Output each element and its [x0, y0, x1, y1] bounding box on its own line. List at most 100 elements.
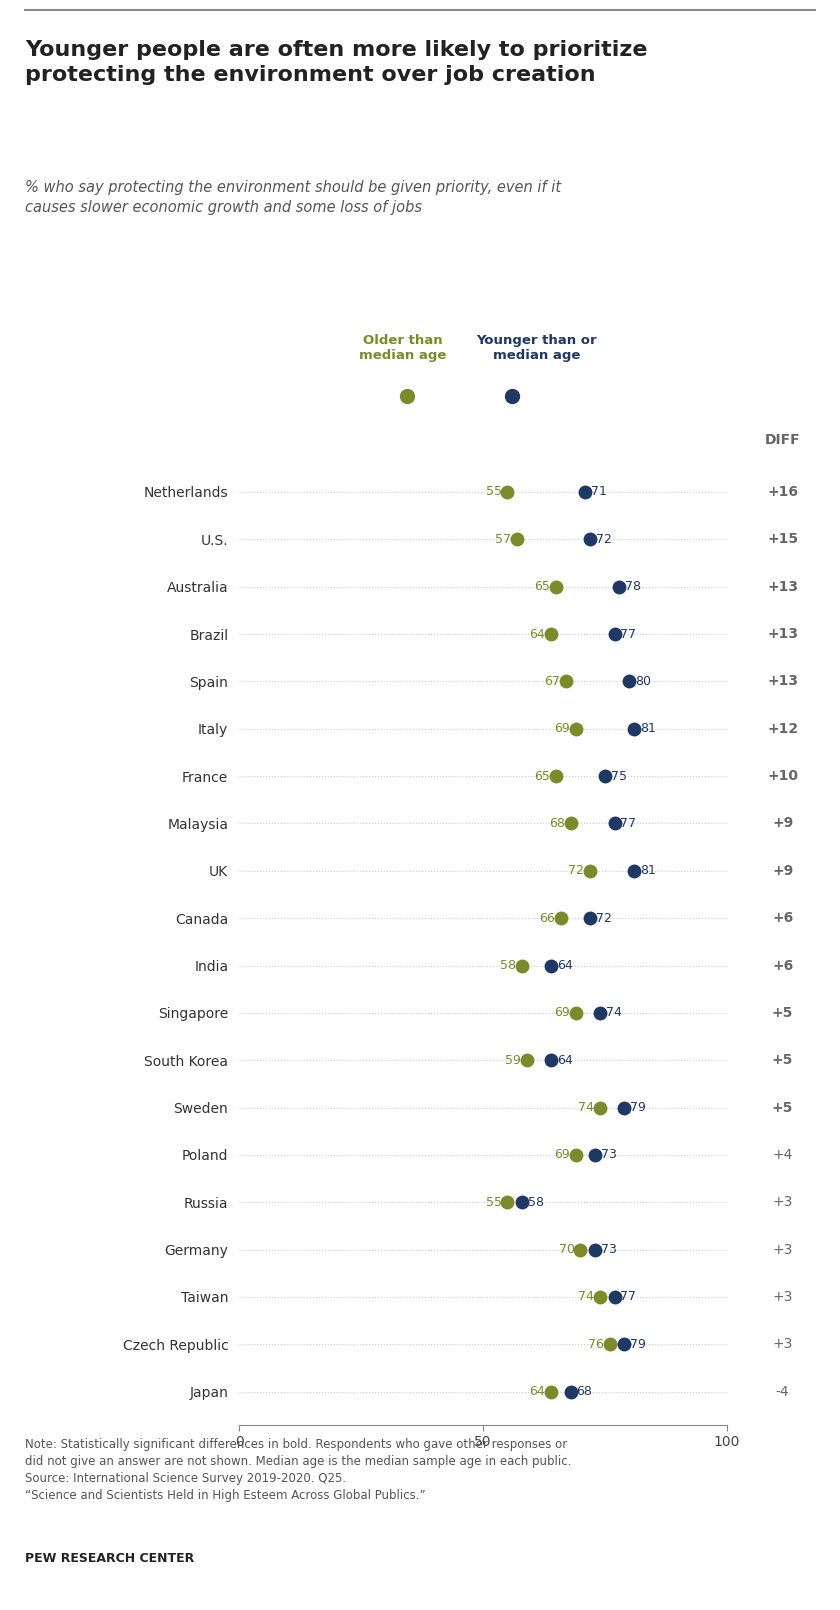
Point: [515, 953, 528, 979]
Text: 59: 59: [505, 1053, 521, 1067]
Text: 55: 55: [486, 1196, 501, 1209]
Point: [554, 905, 568, 931]
Text: +16: +16: [767, 485, 798, 499]
Point: [501, 480, 514, 506]
Text: 64: 64: [529, 1385, 545, 1397]
Text: +3: +3: [773, 1338, 793, 1351]
Text: 77: 77: [621, 628, 637, 641]
Text: 77: 77: [621, 1291, 637, 1304]
Point: [579, 480, 592, 506]
Text: Older than
median age: Older than median age: [359, 335, 446, 362]
Text: 73: 73: [601, 1243, 617, 1256]
Point: [559, 668, 573, 694]
Text: 74: 74: [578, 1101, 594, 1114]
Text: 64: 64: [557, 1053, 573, 1067]
Text: 64: 64: [529, 628, 545, 641]
Point: [593, 1285, 606, 1311]
Point: [584, 526, 597, 552]
Point: [627, 716, 641, 742]
Text: 57: 57: [496, 533, 512, 546]
Text: 74: 74: [606, 1006, 622, 1019]
Text: Note: Statistically significant differences in bold. Respondents who gave other : Note: Statistically significant differen…: [25, 1438, 571, 1502]
Point: [617, 1095, 631, 1121]
Text: 76: 76: [588, 1338, 604, 1351]
Text: % who say protecting the environment should be given priority, even if it
causes: % who say protecting the environment sho…: [25, 180, 561, 216]
Point: [520, 1048, 533, 1074]
Text: +9: +9: [772, 816, 793, 831]
Text: DIFF: DIFF: [764, 433, 801, 448]
Point: [593, 1095, 606, 1121]
Point: [511, 526, 524, 552]
Text: 72: 72: [596, 911, 612, 924]
Text: +6: +6: [772, 911, 793, 926]
Text: 67: 67: [544, 675, 560, 687]
Text: 81: 81: [640, 723, 656, 736]
Point: [627, 858, 641, 884]
Point: [544, 1378, 558, 1404]
Point: [569, 716, 582, 742]
Text: +6: +6: [772, 958, 793, 972]
Text: 65: 65: [534, 580, 550, 592]
Text: 64: 64: [557, 960, 573, 972]
Point: [515, 1190, 528, 1216]
Text: +10: +10: [767, 770, 798, 782]
Text: 80: 80: [635, 675, 651, 687]
Text: Younger people are often more likely to prioritize
protecting the environment ov: Younger people are often more likely to …: [25, 40, 648, 85]
Point: [603, 1331, 617, 1357]
Point: [569, 1000, 582, 1026]
Point: [564, 810, 577, 836]
Point: [598, 763, 612, 789]
Text: +3: +3: [773, 1243, 793, 1257]
Point: [608, 621, 622, 647]
Text: 77: 77: [621, 816, 637, 831]
Point: [234, 1328, 248, 1354]
Text: +5: +5: [772, 1053, 793, 1067]
Point: [235, 1328, 249, 1354]
Text: 69: 69: [554, 1148, 570, 1161]
Text: 68: 68: [549, 816, 564, 831]
Point: [564, 1378, 577, 1404]
Text: 69: 69: [554, 723, 570, 736]
Text: +3: +3: [773, 1195, 793, 1209]
Point: [574, 1236, 587, 1262]
Text: 73: 73: [601, 1148, 617, 1161]
Point: [584, 858, 597, 884]
Point: [593, 1000, 606, 1026]
Text: 55: 55: [486, 486, 501, 499]
Point: [569, 1141, 582, 1167]
Text: 70: 70: [559, 1243, 575, 1256]
Text: 66: 66: [539, 911, 555, 924]
Text: 68: 68: [576, 1385, 592, 1397]
Point: [608, 1285, 622, 1311]
Text: Younger than or
median age: Younger than or median age: [476, 335, 597, 362]
Text: +4: +4: [773, 1148, 793, 1162]
Point: [622, 668, 636, 694]
Text: 72: 72: [569, 865, 585, 877]
Text: 75: 75: [611, 770, 627, 782]
Point: [608, 810, 622, 836]
Text: 58: 58: [500, 960, 516, 972]
Text: 71: 71: [591, 486, 607, 499]
Point: [501, 1190, 514, 1216]
Text: +15: +15: [767, 533, 798, 546]
Text: +13: +13: [767, 626, 798, 641]
Text: 79: 79: [630, 1338, 646, 1351]
Point: [588, 1236, 601, 1262]
Text: -4: -4: [776, 1385, 790, 1399]
Point: [544, 953, 558, 979]
Point: [549, 573, 563, 599]
Text: +12: +12: [767, 721, 798, 736]
Point: [544, 621, 558, 647]
Text: +5: +5: [772, 1101, 793, 1114]
Text: 65: 65: [534, 770, 550, 782]
Point: [544, 1048, 558, 1074]
Text: PEW RESEARCH CENTER: PEW RESEARCH CENTER: [25, 1552, 194, 1565]
Text: 74: 74: [578, 1291, 594, 1304]
Point: [612, 573, 626, 599]
Text: +13: +13: [767, 580, 798, 594]
Text: 69: 69: [554, 1006, 570, 1019]
Text: +3: +3: [773, 1290, 793, 1304]
Text: 79: 79: [630, 1101, 646, 1114]
Point: [588, 1141, 601, 1167]
Point: [617, 1331, 631, 1357]
